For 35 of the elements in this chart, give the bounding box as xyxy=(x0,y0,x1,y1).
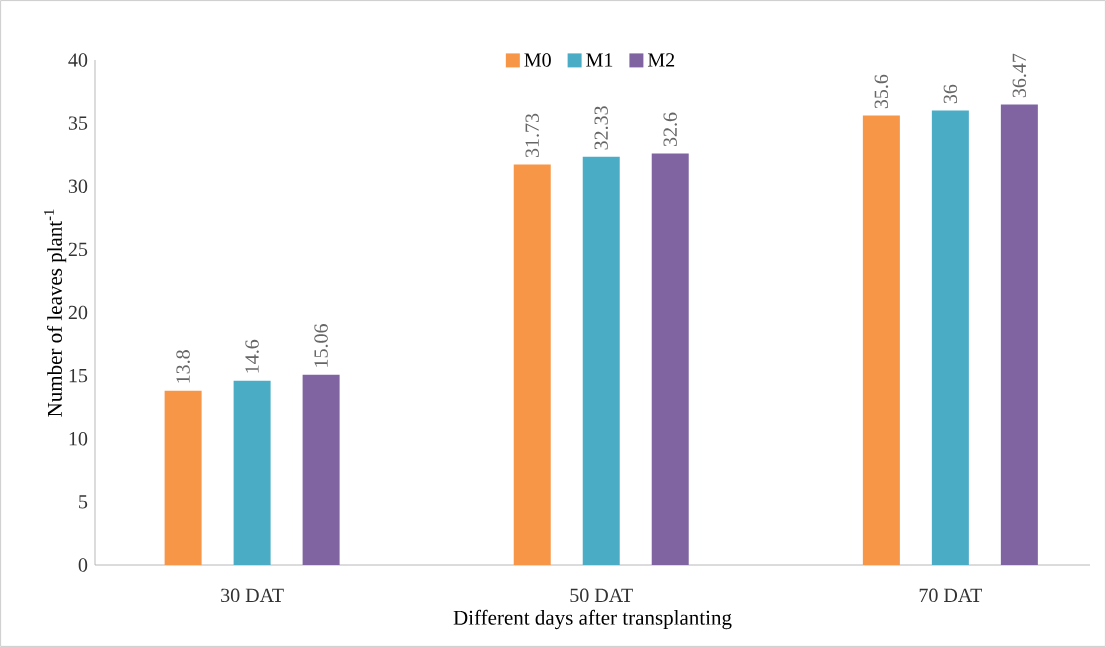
x-tick-label: 70 DAT xyxy=(919,588,982,603)
data-label: 15.06 xyxy=(314,324,328,367)
y-axis-title: Number of leaves plant$^{-1}$ xyxy=(44,209,67,417)
y-tick-label: 20 xyxy=(68,305,88,320)
y-tick-label: 30 xyxy=(68,179,88,193)
legend-label: M0 xyxy=(524,53,551,67)
y-tick-label: 40 xyxy=(68,53,88,67)
y-tick-label: 0 xyxy=(78,558,88,572)
y-tick-label: 5 xyxy=(79,495,88,509)
data-label: 36.47 xyxy=(1012,53,1027,98)
bar xyxy=(164,390,202,565)
data-label: 32.6 xyxy=(663,112,677,147)
bar xyxy=(582,156,620,565)
y-tick-label: 35 xyxy=(68,116,88,130)
bar xyxy=(302,374,340,565)
x-tick-label: 50 DAT xyxy=(570,588,633,603)
x-tick-label: 30 DAT xyxy=(221,588,284,603)
data-label: 32.33 xyxy=(594,106,608,150)
y-tick-label: 10 xyxy=(69,432,88,446)
data-label: 31.73 xyxy=(525,113,539,158)
legend-label: M2 xyxy=(647,53,675,67)
bar xyxy=(1000,104,1038,565)
bar xyxy=(931,110,969,565)
y-tick-label: 15 xyxy=(69,368,88,383)
bar xyxy=(233,380,271,565)
bar xyxy=(651,153,689,565)
data-label: 13.8 xyxy=(176,350,190,383)
data-label: 35.6 xyxy=(874,74,889,109)
data-label: 14.6 xyxy=(245,339,259,373)
bar xyxy=(513,164,551,565)
legend-label: M1 xyxy=(586,53,613,67)
data-label: 36 xyxy=(943,84,958,104)
bar xyxy=(862,115,900,565)
y-tick-label: 25 xyxy=(68,242,88,257)
x-axis-title: Different days after transplanting xyxy=(453,609,732,630)
